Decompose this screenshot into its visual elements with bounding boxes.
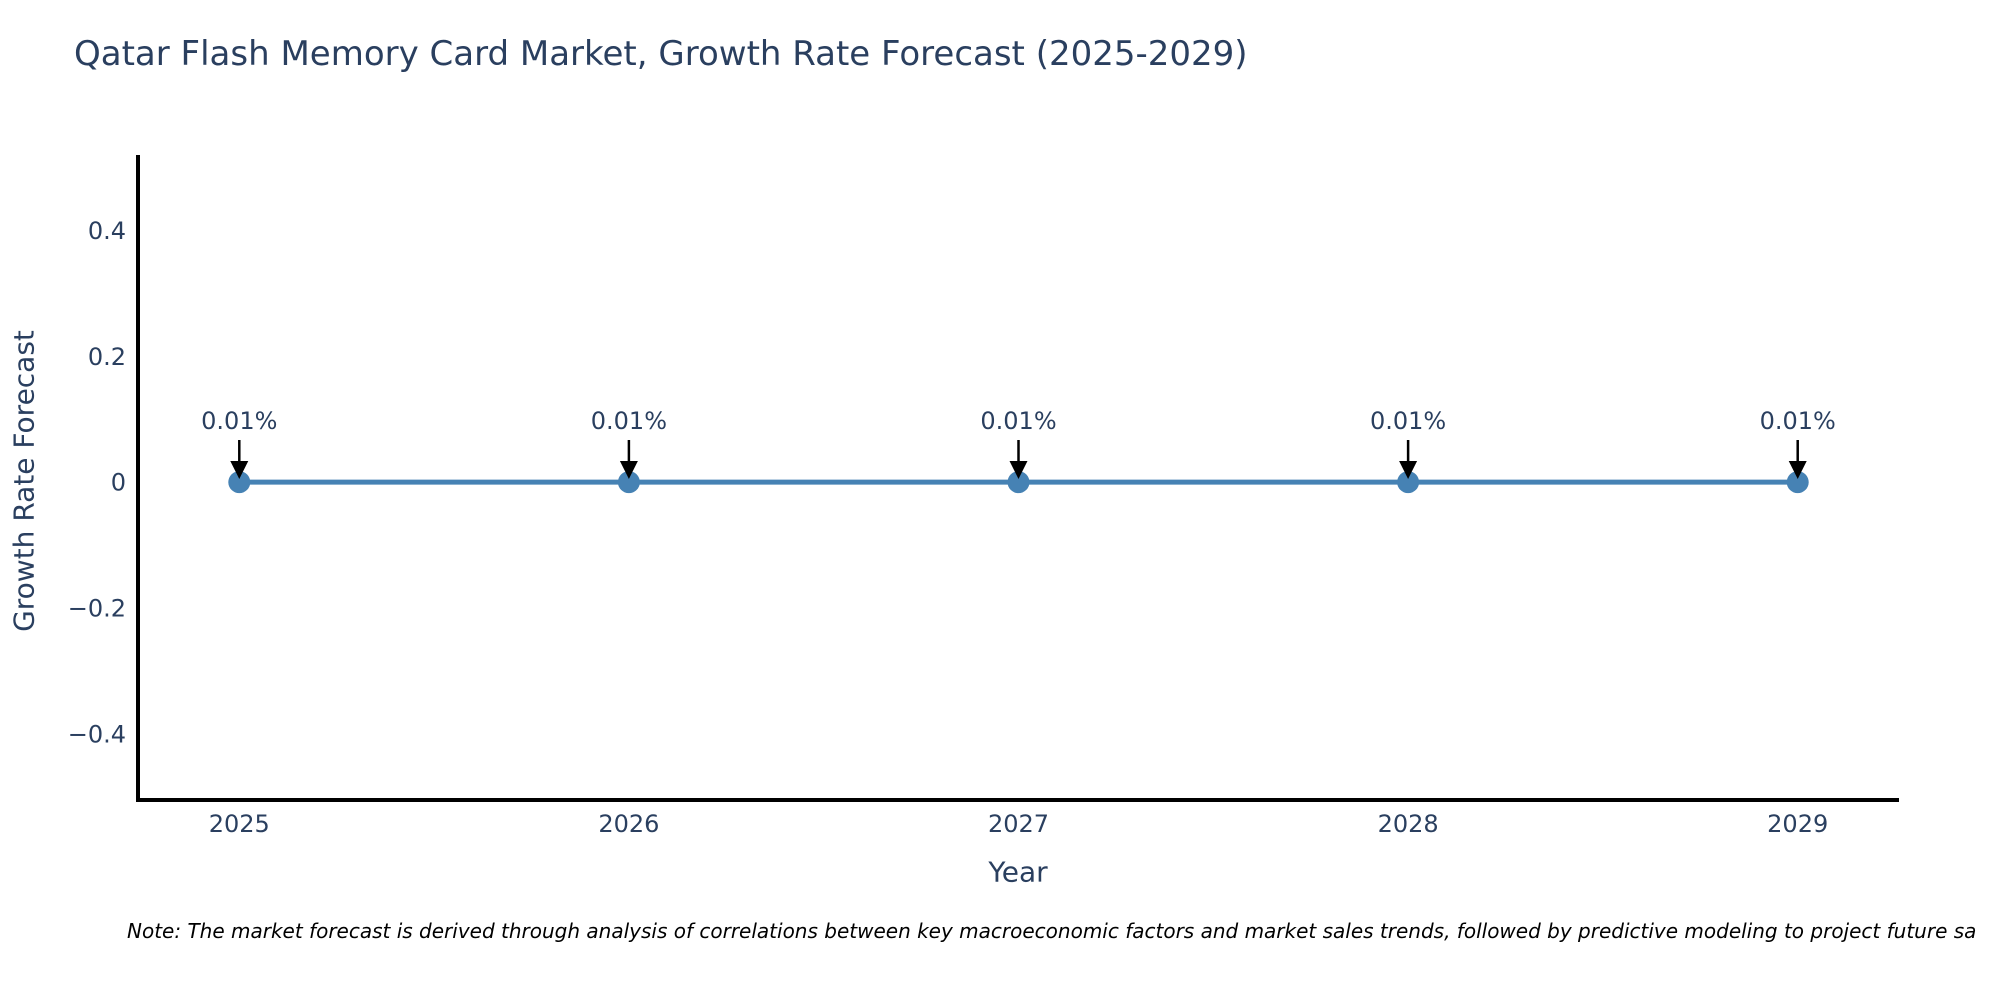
data-point-marker [1397, 471, 1420, 494]
data-point-marker [1786, 471, 1809, 494]
x-tick-label: 2029 [1767, 810, 1828, 838]
annotation-label: 0.01% [1760, 407, 1836, 435]
data-point-marker [1007, 471, 1030, 494]
axis-spines [136, 155, 1899, 802]
y-tick-label: −0.2 [68, 595, 126, 623]
footnote: Note: The market forecast is derived thr… [127, 919, 1977, 943]
y-tick-label: 0.4 [88, 217, 126, 245]
annotation-arrowhead [1399, 461, 1418, 479]
x-tick-label: 2026 [598, 810, 659, 838]
x-tick-label: 2027 [988, 810, 1049, 838]
y-tick-label: 0 [111, 469, 126, 497]
annotation-label: 0.01% [591, 407, 667, 435]
x-axis-title: Year [988, 855, 1048, 889]
annotation-arrowhead [1788, 461, 1807, 479]
annotation-label: 0.01% [980, 407, 1056, 435]
data-point-marker [228, 471, 251, 494]
annotation-arrowhead [619, 461, 638, 479]
y-tick-label: −0.4 [68, 720, 126, 748]
chart-title: Qatar Flash Memory Card Market, Growth R… [74, 34, 1248, 74]
annotation-arrowhead [230, 461, 249, 479]
x-tick-label: 2025 [209, 810, 270, 838]
annotation-arrowhead [1009, 461, 1028, 479]
y-axis-title: Growth Rate Forecast [7, 330, 41, 632]
data-point-marker [617, 471, 640, 494]
x-tick-label: 2028 [1378, 810, 1439, 838]
y-tick-label: 0.2 [88, 343, 126, 371]
annotation-label: 0.01% [1370, 407, 1446, 435]
annotation-label: 0.01% [201, 407, 277, 435]
